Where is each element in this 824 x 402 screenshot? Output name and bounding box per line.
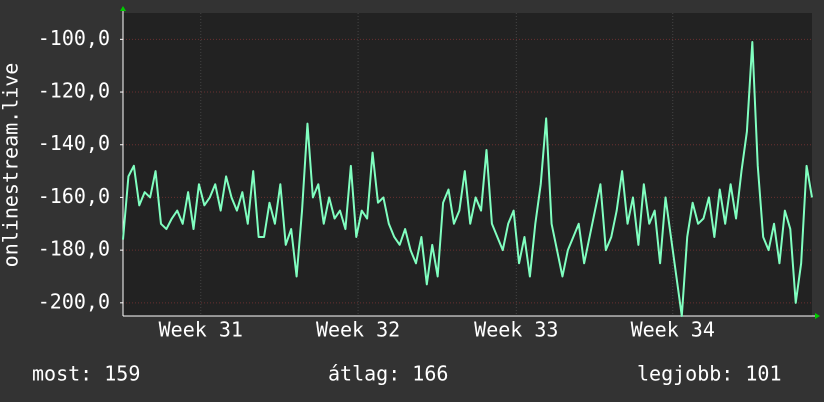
x-arrow: [815, 313, 820, 319]
footer-text: most: 159: [32, 362, 140, 386]
y-tick-label: -160,0: [38, 184, 110, 208]
y-arrow: [120, 6, 126, 11]
plot-area: [123, 13, 812, 316]
x-tick-label: Week 32: [316, 318, 400, 342]
x-tick-label: Week 33: [474, 318, 558, 342]
grid: [123, 13, 812, 316]
x-tick-label: Week 31: [159, 318, 243, 342]
data-line: [122, 40, 813, 317]
y-tick-label: -120,0: [38, 79, 110, 103]
x-tick-label: Week 34: [631, 318, 715, 342]
y-tick-label: -180,0: [38, 237, 110, 261]
footer-text: átlag: 166: [328, 362, 448, 386]
y-axis-label: onlinestream.live: [0, 63, 23, 268]
footer-text: legjobb: 101: [637, 362, 782, 386]
y-tick-label: -200,0: [38, 289, 110, 313]
y-tick-label: -100,0: [38, 26, 110, 50]
y-tick-label: -140,0: [38, 131, 110, 155]
